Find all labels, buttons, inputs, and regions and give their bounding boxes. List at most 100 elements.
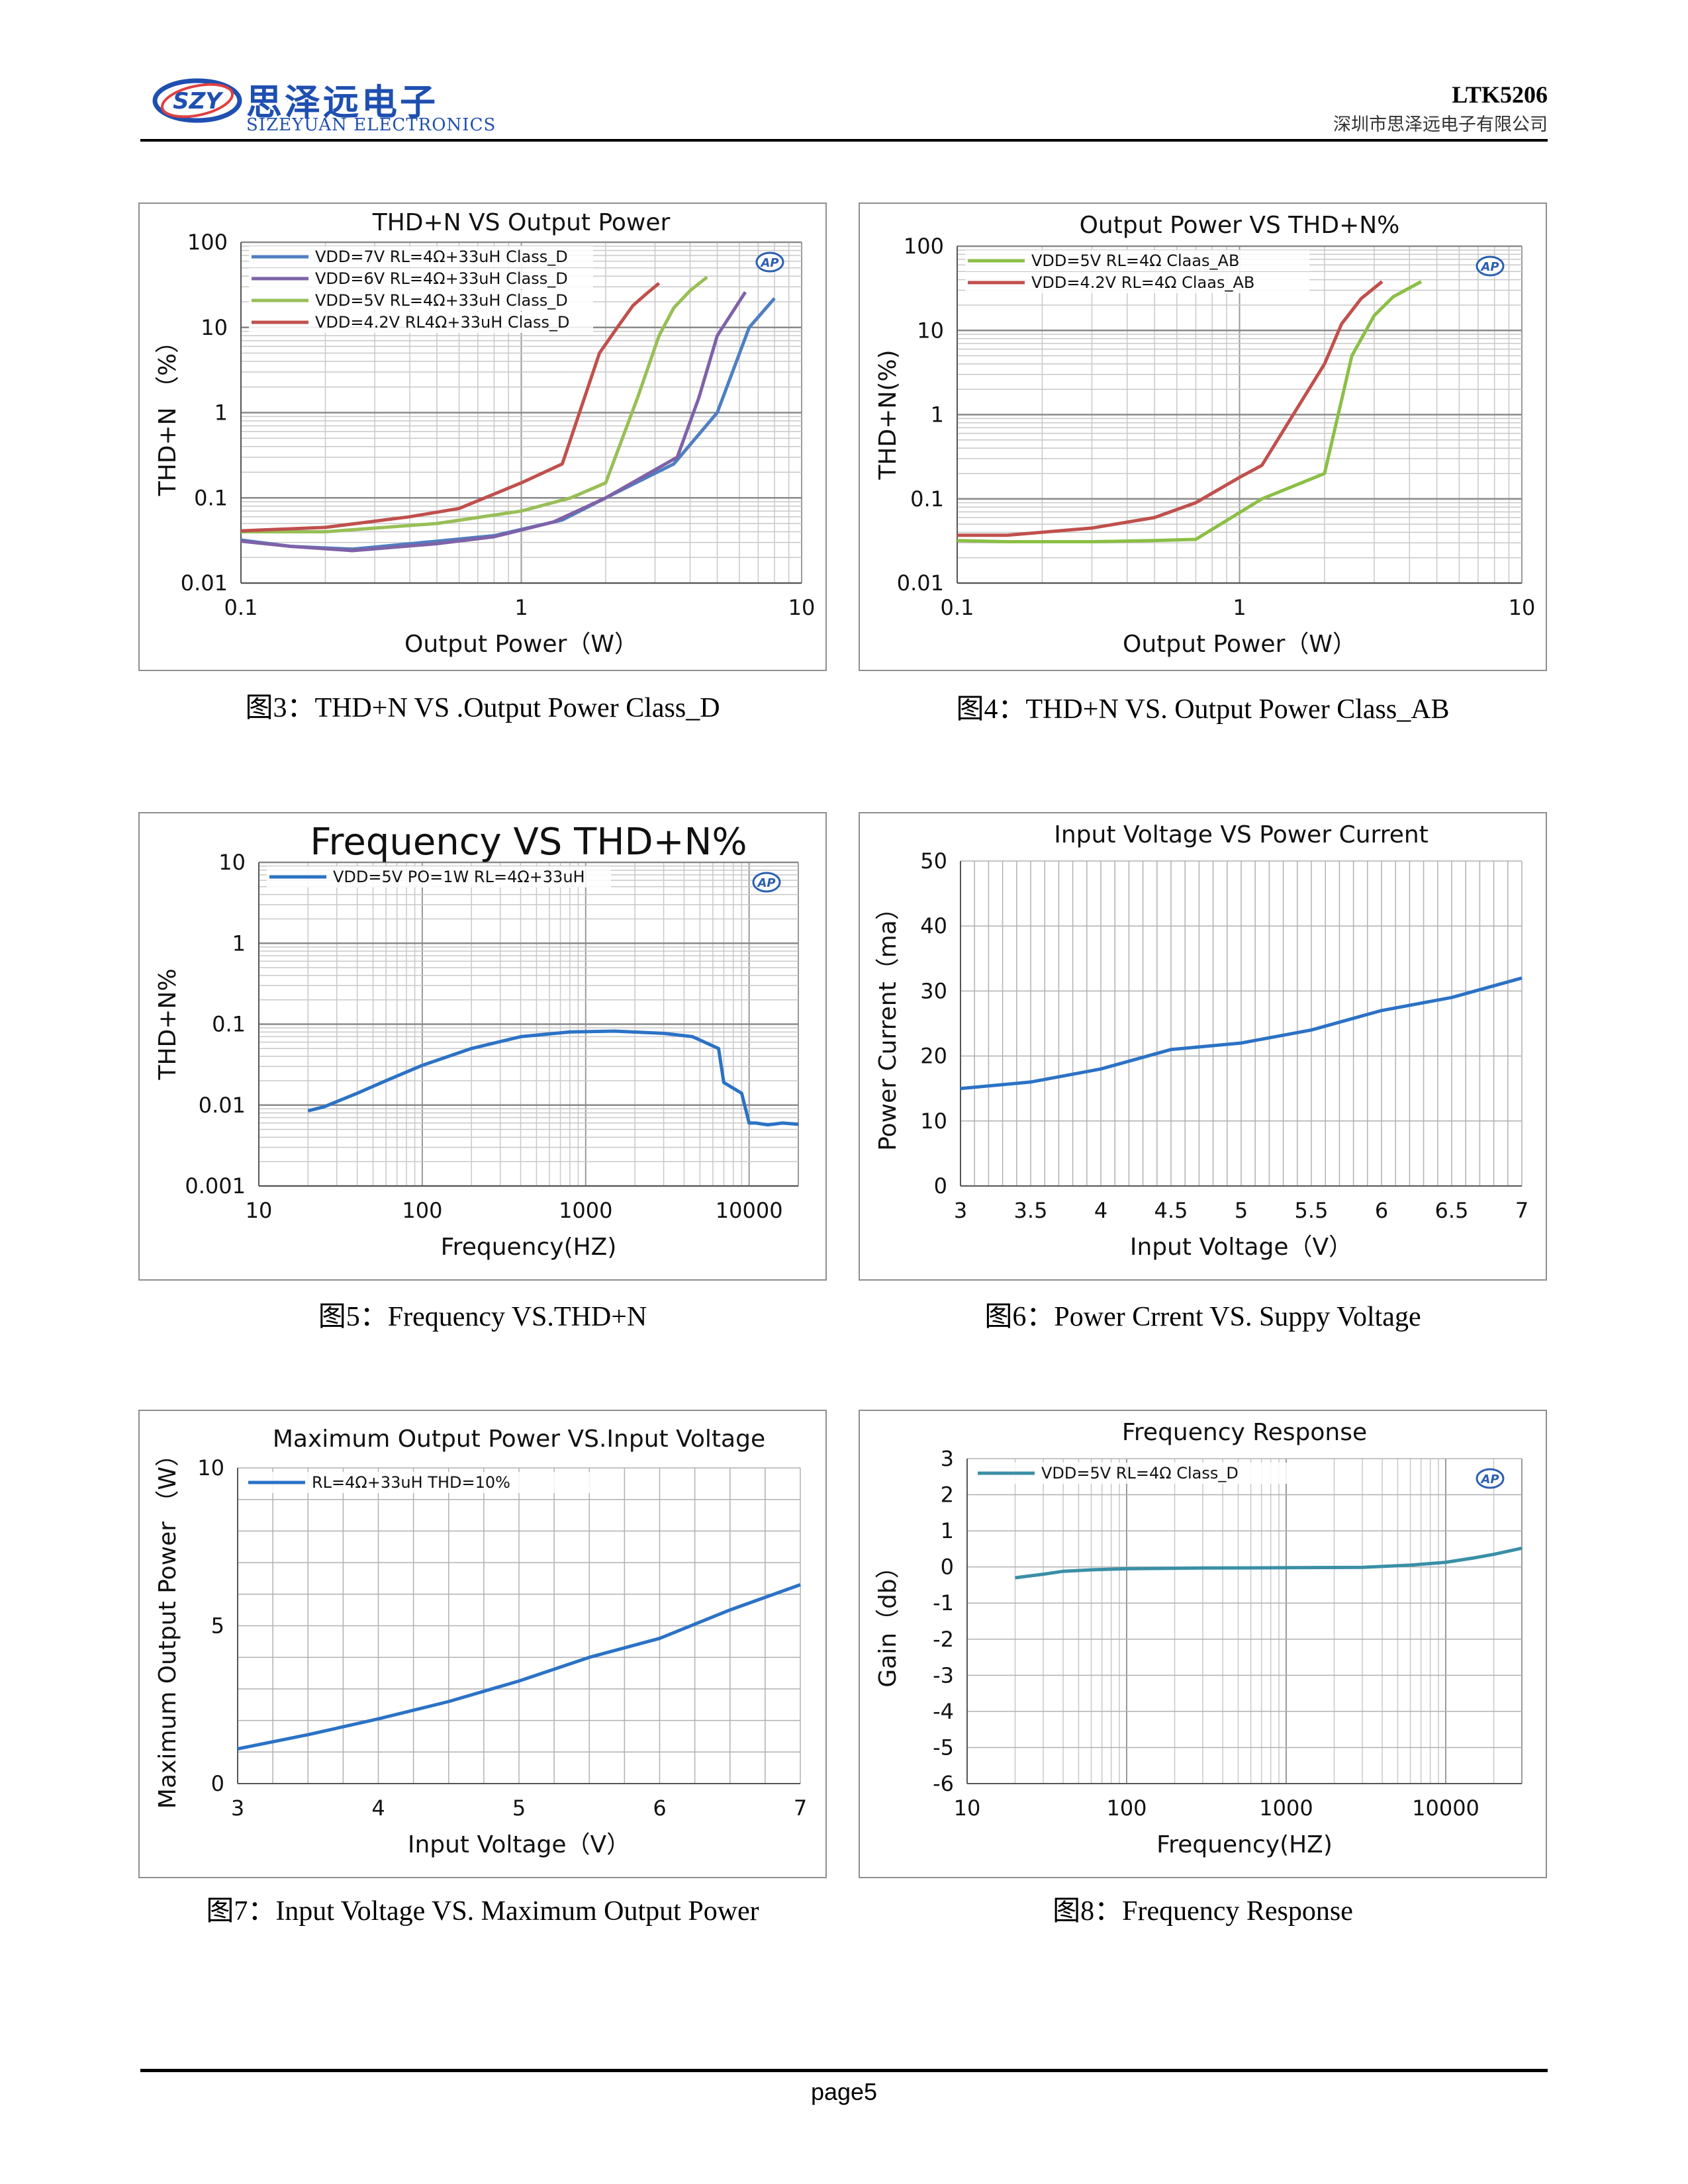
chart-thd-vs-output-power-class-ab: 0.1 1 10 0.01 0.1 1 10 100 Output Power VS THD+N… bbox=[859, 203, 1547, 671]
y-tick-label: 0.01 bbox=[181, 570, 228, 596]
x-tick-label: 1 bbox=[1233, 595, 1246, 620]
y-tick-label: 10 bbox=[197, 1455, 224, 1480]
figure-caption-3: 图3：THD+N VS .Output Power Class_D bbox=[245, 693, 720, 723]
x-axis-title: Input Voltage（V） bbox=[408, 1831, 630, 1858]
y-tick-label: 30 bbox=[920, 978, 947, 1003]
y-tick-label: 100 bbox=[187, 230, 228, 255]
chart-svg: 3 3.5 4 4.5 5 5.5 6 6.5 7 0 10 20 30 40 50 Input Voltag… bbox=[874, 821, 1528, 1261]
figure-caption-6: 图6：Power Crrent VS. Suppy Voltage bbox=[984, 1302, 1421, 1332]
x-tick-label: 6 bbox=[1375, 1198, 1388, 1223]
chart-title: Input Voltage VS Power Current bbox=[1054, 821, 1429, 848]
figure-caption-4: 图4：THD+N VS. Output Power Class_AB bbox=[956, 694, 1450, 725]
series-line-4 bbox=[240, 282, 661, 533]
x-axis-title: Frequency(HZ) bbox=[1156, 1831, 1333, 1858]
ap-logo-icon bbox=[1476, 1468, 1505, 1489]
footer-divider bbox=[140, 2069, 1548, 2072]
x-tick-label: 100 bbox=[402, 1198, 442, 1223]
x-tick-label: 6.5 bbox=[1435, 1198, 1469, 1223]
legend-label: VDD=4.2V RL=4Ω Claas_AB bbox=[1031, 273, 1254, 292]
y-tick-label: 2 bbox=[941, 1482, 954, 1508]
y-axis-title: Maximum Output Power （W） bbox=[154, 1443, 181, 1809]
y-axis-title: THD+N% bbox=[154, 968, 181, 1080]
x-tick-label: 4 bbox=[371, 1796, 385, 1821]
y-tick-label: 10 bbox=[920, 1109, 947, 1134]
szy-logo-icon: SZY bbox=[152, 78, 242, 123]
x-tick-label: 10 bbox=[788, 595, 816, 620]
chart-frequency-vs-thd: 10 100 1000 10000 0.001 0.01 0.1 1 10 Frequency V… bbox=[138, 812, 827, 1281]
chart-title: Output Power VS THD+N% bbox=[1080, 212, 1400, 239]
y-tick-label: 3 bbox=[941, 1446, 954, 1471]
x-tick-label: 10 bbox=[1509, 595, 1536, 620]
model-number: LTK5206 bbox=[1452, 81, 1548, 108]
figure-caption-5: 图5：Frequency VS.THD+N bbox=[318, 1302, 647, 1332]
x-tick-label: 5.5 bbox=[1295, 1198, 1329, 1223]
logo-english-name: SIZEYUAN ELECTRONICS bbox=[246, 115, 496, 135]
x-tick-label: 1000 bbox=[559, 1198, 612, 1223]
legend-label: VDD=5V PO=1W RL=4Ω+33uH bbox=[333, 868, 585, 886]
legend-label: VDD=7V RL=4Ω+33uH Class_D bbox=[315, 248, 568, 266]
y-tick-label: -2 bbox=[933, 1627, 954, 1652]
x-tick-label: 10 bbox=[246, 1198, 273, 1223]
y-tick-label: 0.001 bbox=[185, 1173, 246, 1199]
y-tick-label: 40 bbox=[920, 913, 947, 938]
x-tick-label: 5 bbox=[1235, 1198, 1248, 1223]
chart-thd-vs-output-power-class-d: 0.1 1 10 0.01 0.1 1 10 100 THD+N VS Output Power… bbox=[138, 203, 827, 671]
ap-logo-icon bbox=[752, 872, 781, 893]
y-tick-label: 1 bbox=[941, 1518, 954, 1543]
logo-badge-text: SZY bbox=[173, 88, 224, 114]
y-tick-label: 100 bbox=[904, 234, 944, 259]
chart-svg: 3 4 5 6 7 0 5 10 Maximum Output Power VS.Input V… bbox=[154, 1426, 807, 1858]
figure-caption-8: 图8：Frequency Response bbox=[1053, 1896, 1353, 1927]
ap-logo-text: AP bbox=[1479, 260, 1499, 274]
chart-max-output-power-vs-input-voltage: 3 4 5 6 7 0 5 10 Maximum Output Power VS.Input V… bbox=[138, 1410, 827, 1878]
y-tick-label: -1 bbox=[933, 1590, 954, 1615]
y-tick-label: 1 bbox=[214, 400, 228, 426]
x-axis-title: Input Voltage（V） bbox=[1130, 1234, 1352, 1261]
x-tick-label: 4.5 bbox=[1154, 1198, 1188, 1223]
y-tick-label: 0.1 bbox=[910, 486, 944, 512]
y-tick-label: 20 bbox=[920, 1044, 947, 1069]
chart-input-voltage-vs-power-current: 3 3.5 4 4.5 5 5.5 6 6.5 7 0 10 20 30 40 50 Input Voltag… bbox=[859, 812, 1547, 1281]
y-tick-label: 0.1 bbox=[212, 1012, 246, 1037]
company-name: 深圳市思泽远电子有限公司 bbox=[1333, 114, 1548, 135]
y-tick-label: 0.01 bbox=[199, 1093, 246, 1118]
series-line-1 bbox=[957, 280, 1423, 543]
y-tick-label: 1 bbox=[931, 402, 944, 428]
x-tick-label: 6 bbox=[653, 1796, 666, 1821]
y-tick-label: 1 bbox=[232, 931, 246, 956]
x-tick-label: 3 bbox=[954, 1198, 967, 1223]
x-tick-label: 0.1 bbox=[224, 595, 258, 620]
y-axis-title: Power Current（ma） bbox=[874, 896, 902, 1151]
chart-grid bbox=[960, 860, 1523, 1187]
y-tick-label: 5 bbox=[211, 1614, 224, 1639]
x-tick-label: 10 bbox=[954, 1796, 981, 1821]
y-tick-label: 10 bbox=[201, 315, 228, 340]
ap-logo-icon bbox=[1476, 255, 1505, 277]
series-line-1 bbox=[237, 1583, 801, 1751]
legend-label: RL=4Ω+33uH THD=10% bbox=[312, 1473, 510, 1492]
x-tick-label: 10000 bbox=[716, 1198, 783, 1223]
series-line-2 bbox=[240, 291, 747, 553]
figure-caption-7: 图7：Input Voltage VS. Maximum Output Powe… bbox=[206, 1896, 759, 1927]
ap-logo-text: AP bbox=[759, 256, 778, 270]
x-tick-label: 7 bbox=[794, 1796, 807, 1821]
logo-chinese-name: 思泽远电子 bbox=[246, 81, 438, 123]
header-divider bbox=[140, 139, 1548, 142]
y-axis-title: THD+N （%） bbox=[154, 330, 181, 497]
chart-grid bbox=[966, 1458, 1523, 1784]
x-tick-label: 1000 bbox=[1259, 1796, 1313, 1821]
x-tick-label: 3.5 bbox=[1014, 1198, 1048, 1223]
x-tick-label: 0.1 bbox=[941, 595, 974, 620]
legend-label: VDD=5V RL=4Ω Claas_AB bbox=[1031, 251, 1239, 270]
y-tick-label: 50 bbox=[920, 848, 947, 874]
y-tick-label: 0.1 bbox=[194, 485, 228, 510]
x-tick-label: 3 bbox=[231, 1796, 244, 1821]
ap-logo-text: AP bbox=[1479, 1473, 1499, 1486]
ap-logo-text: AP bbox=[756, 876, 775, 890]
chart-title: Frequency VS THD+N% bbox=[310, 821, 747, 864]
y-tick-label: -4 bbox=[933, 1699, 954, 1724]
y-tick-label: 0 bbox=[211, 1771, 224, 1796]
x-tick-label: 7 bbox=[1515, 1198, 1528, 1223]
